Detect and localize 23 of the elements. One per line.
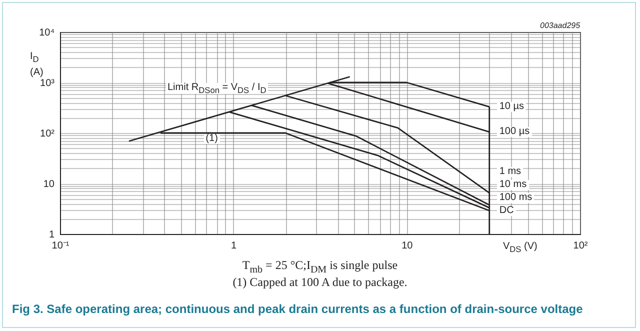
text: T$_{mb}$ = 25 °C;I$_{DM}$ is single pulse bbox=[241, 258, 399, 276]
text: 003aad295 bbox=[540, 21, 580, 30]
x-tick-label: 1 bbox=[231, 240, 238, 252]
y-tick-label: 10⁴ bbox=[39, 28, 54, 38]
text: Fig 3. Safe operating area; continuous and peak drain currents as a function of drain-source voltage bbox=[12, 302, 583, 316]
series-label: 100 ms bbox=[497, 192, 534, 203]
annotation: (1) bbox=[204, 133, 220, 144]
x-tick-label: 10⁻¹ bbox=[52, 240, 70, 252]
y-tick-label: 10² bbox=[40, 128, 56, 140]
text: (1) Capped at 100 A due to package. bbox=[232, 275, 408, 290]
annotation: Limit R$_{DSon}$ = V$_{DS}$ / I$_{D}$ bbox=[166, 82, 268, 94]
y-axis-title: I$_{D}$ (A) bbox=[30, 50, 44, 79]
y-tick-label: 10³ bbox=[40, 78, 56, 89]
x-tick-label: 10 bbox=[402, 240, 414, 252]
y-tick-label: 1 bbox=[48, 230, 55, 240]
y-tick-label: 10 bbox=[43, 179, 55, 190]
series-label: DC bbox=[497, 204, 516, 216]
x-axis-title: V$_{DS}$ (V) bbox=[503, 241, 538, 254]
series-label: 1 ms bbox=[497, 166, 524, 177]
series-label: 10 ms bbox=[497, 178, 529, 190]
series-label: 10 µs bbox=[497, 100, 526, 112]
series-label: 100 µs bbox=[497, 126, 532, 137]
x-tick-label: 10² bbox=[573, 240, 588, 252]
